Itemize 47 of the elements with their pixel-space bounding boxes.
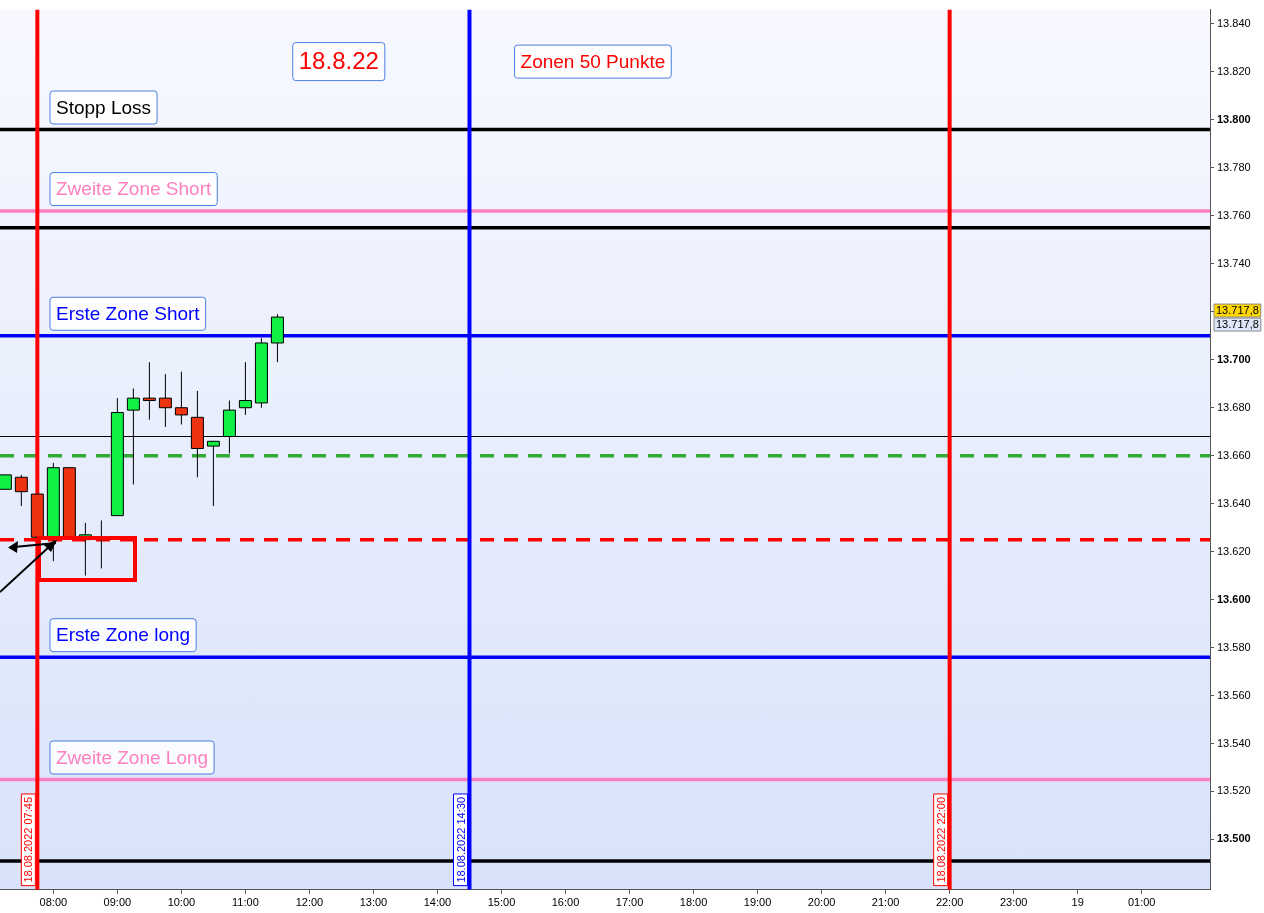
- ref-line-label: 18.08.2022 22:00: [934, 796, 947, 883]
- x-tick-label: 08:00: [39, 896, 68, 909]
- ref-line-label: 18.08.2022 14:30: [454, 796, 467, 883]
- y-tick-label: 13.700: [1217, 352, 1251, 365]
- y-tick-label: 13.680: [1217, 400, 1251, 413]
- x-tick-label: 09:00: [103, 896, 132, 909]
- y-tick-label: 13.800: [1217, 112, 1251, 125]
- x-tick-label: 11:00: [232, 896, 259, 909]
- text: 13.717,8: [1216, 304, 1259, 317]
- y-tick-label: 13.820: [1217, 64, 1251, 77]
- y-tick-label: 13.540: [1217, 736, 1251, 749]
- x-tick-label: 22:00: [935, 896, 964, 909]
- annotation: 18.8.22: [298, 47, 379, 75]
- y-tick-label: 13.660: [1217, 448, 1251, 461]
- x-tick-label: 23:00: [999, 896, 1028, 909]
- text: 13.717,8: [1216, 318, 1259, 331]
- x-tick-label: 12:00: [295, 896, 324, 909]
- y-tick-label: 13.520: [1217, 784, 1251, 797]
- y-tick-label: 13.840: [1217, 17, 1251, 30]
- x-tick-label: 21:00: [871, 896, 900, 909]
- y-tick-label: 13.760: [1217, 208, 1251, 221]
- x-tick-label: 19: [1071, 896, 1084, 909]
- ref-line-label: Zweite Zone Long: [56, 746, 209, 768]
- x-tick-label: 19:00: [743, 896, 772, 909]
- y-tick-label: 13.560: [1217, 688, 1251, 701]
- y-tick-label: 13.620: [1217, 544, 1251, 557]
- x-tick-label: 13:00: [359, 896, 388, 909]
- ref-line-label: Zweite Zone Short: [55, 178, 212, 200]
- ref-line-label: Stopp Loss: [55, 96, 152, 118]
- y-tick-label: 13.780: [1217, 160, 1251, 173]
- x-tick-label: 14:00: [423, 896, 452, 909]
- x-tick-label: 01:00: [1127, 896, 1156, 909]
- y-tick-label: 13.500: [1217, 832, 1251, 845]
- x-tick-label: 18:00: [679, 896, 708, 909]
- annotation: Zonen 50 Punkte: [520, 50, 666, 72]
- x-tick-label: 17:00: [615, 896, 644, 909]
- ref-line-label: Erste Zone long: [56, 624, 191, 646]
- x-tick-label: 10:00: [167, 896, 196, 909]
- x-tick-label: 20:00: [807, 896, 836, 909]
- ref-line-label: 18.08.2022 07:45: [22, 796, 35, 883]
- y-tick-label: 13.640: [1217, 496, 1251, 509]
- x-tick-label: 15:00: [487, 896, 516, 909]
- y-tick-label: 13.740: [1217, 256, 1251, 269]
- x-tick-label: 16:00: [551, 896, 580, 909]
- ref-line-label: Erste Zone Short: [56, 303, 201, 325]
- y-tick-label: 13.580: [1217, 640, 1251, 653]
- y-tick-label: 13.600: [1217, 592, 1251, 605]
